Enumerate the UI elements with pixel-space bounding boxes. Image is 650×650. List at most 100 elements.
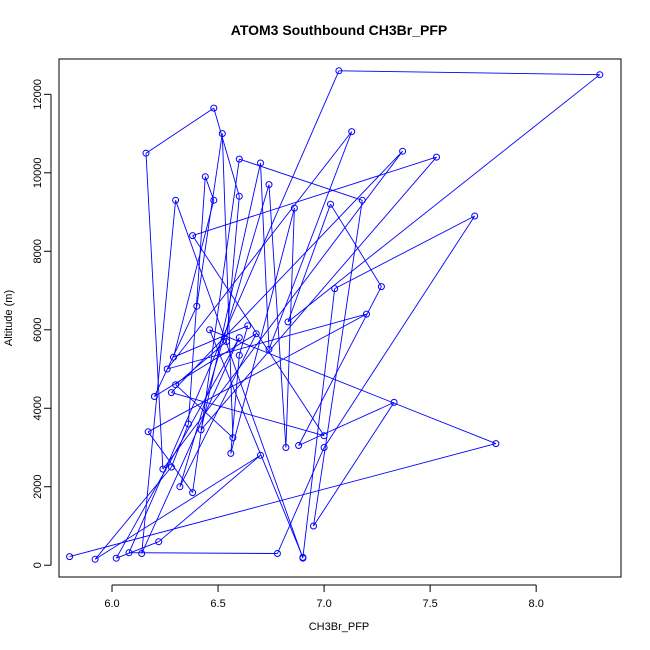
data-point <box>433 153 440 161</box>
series-segment <box>230 355 240 454</box>
data-point <box>348 128 356 136</box>
series-segment <box>145 153 164 470</box>
series-segment <box>192 159 240 493</box>
series-segment <box>179 333 257 487</box>
y-tick-label: 2000 <box>32 474 44 498</box>
y-tick-label: 8000 <box>32 239 44 263</box>
series-segment <box>158 454 261 543</box>
data-point <box>265 181 273 189</box>
data-point <box>244 322 252 330</box>
series-segment <box>260 162 270 350</box>
data-point <box>265 345 273 353</box>
data-point <box>320 432 328 440</box>
chart-title: ATOM3 Southbound CH3Br_PFP <box>231 22 447 38</box>
series-segment <box>230 207 295 454</box>
data-point <box>235 351 243 359</box>
y-axis-label: Altitude (m) <box>3 290 15 346</box>
series-segment <box>238 325 249 356</box>
data-point <box>176 483 184 491</box>
data-point <box>223 338 230 345</box>
data-point <box>363 310 370 318</box>
data-point <box>189 489 197 497</box>
data-point <box>471 212 479 220</box>
series-segment <box>298 401 395 446</box>
series-segment <box>115 337 240 559</box>
series-segment <box>334 215 475 289</box>
series-segment <box>145 107 215 154</box>
plot-frame <box>58 58 622 578</box>
y-axis: 0 2000 4000 6000 8000 10000 12000 <box>32 79 52 568</box>
series-segment <box>196 133 223 307</box>
series-segment <box>171 150 403 393</box>
data-point <box>125 549 133 557</box>
data-point <box>210 104 218 112</box>
series-segment <box>287 74 601 323</box>
data-point <box>596 71 604 79</box>
data-point <box>295 442 303 449</box>
data-point <box>138 550 146 557</box>
series-segment <box>175 200 304 559</box>
series-segment <box>173 200 215 358</box>
series-segment <box>175 384 234 439</box>
series-segment <box>162 150 403 470</box>
data-point <box>66 553 74 561</box>
data-point <box>331 285 339 293</box>
data-point <box>390 398 398 406</box>
data-point <box>252 330 260 338</box>
series-segment <box>285 208 295 448</box>
series-segment <box>268 184 287 448</box>
series-segment <box>173 325 248 358</box>
series-segment <box>154 333 257 397</box>
series-segment <box>167 313 367 370</box>
series-segment <box>204 176 215 201</box>
x-axis: 6.0 6.5 7.0 7.5 8.0 <box>104 584 544 610</box>
data-point <box>299 554 307 562</box>
data-point <box>257 159 264 167</box>
data-point <box>112 554 120 562</box>
data-point <box>327 200 334 208</box>
data-point <box>155 538 163 546</box>
data-point <box>310 522 317 530</box>
data-point <box>229 434 237 442</box>
series-segment <box>276 447 325 554</box>
series-segment <box>128 552 278 554</box>
series-segment <box>147 431 193 493</box>
series-segment <box>338 70 600 76</box>
data-point <box>218 130 226 138</box>
series-segment <box>153 306 198 397</box>
data-point <box>399 147 407 155</box>
x-tick-label: 8.0 <box>529 598 544 610</box>
data-point <box>197 426 205 434</box>
data-point <box>320 444 328 451</box>
series-segment <box>298 286 382 446</box>
data-point <box>172 381 180 389</box>
data-point <box>257 451 264 459</box>
data-point <box>235 192 243 200</box>
data-point <box>235 155 243 163</box>
data-point <box>282 444 290 451</box>
series-segment <box>239 158 363 201</box>
series-segment <box>170 423 189 468</box>
data-point <box>189 232 197 240</box>
data-point <box>227 449 235 457</box>
data-point <box>184 420 192 428</box>
series-segment <box>287 204 331 323</box>
y-tick-label: 6000 <box>32 318 44 342</box>
series-segment <box>192 156 437 237</box>
x-tick-label: 7.0 <box>316 598 331 610</box>
x-tick-label: 7.5 <box>422 598 437 610</box>
data-point <box>163 365 171 373</box>
data-point <box>142 149 150 157</box>
data-point <box>170 353 177 361</box>
series-segment <box>209 329 304 558</box>
series-segment <box>213 107 240 197</box>
series-segment <box>313 402 395 527</box>
y-tick-label: 10000 <box>32 158 44 189</box>
series-segment <box>94 454 261 560</box>
series-segment <box>69 443 497 558</box>
series-segment <box>141 337 240 554</box>
series-segment <box>200 156 437 431</box>
series-segment <box>302 288 336 558</box>
series-segment <box>141 200 177 554</box>
series-segment <box>187 176 206 425</box>
